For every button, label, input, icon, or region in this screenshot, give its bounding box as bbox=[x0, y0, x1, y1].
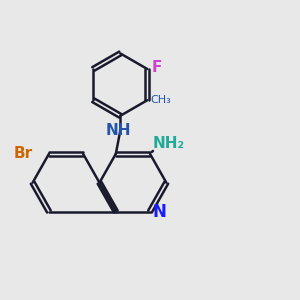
Text: NH₂: NH₂ bbox=[153, 136, 185, 151]
Text: N: N bbox=[152, 202, 166, 220]
Text: CH₃: CH₃ bbox=[151, 95, 172, 105]
Text: Br: Br bbox=[14, 146, 33, 161]
Text: NH: NH bbox=[106, 123, 131, 138]
Text: F: F bbox=[152, 60, 162, 75]
